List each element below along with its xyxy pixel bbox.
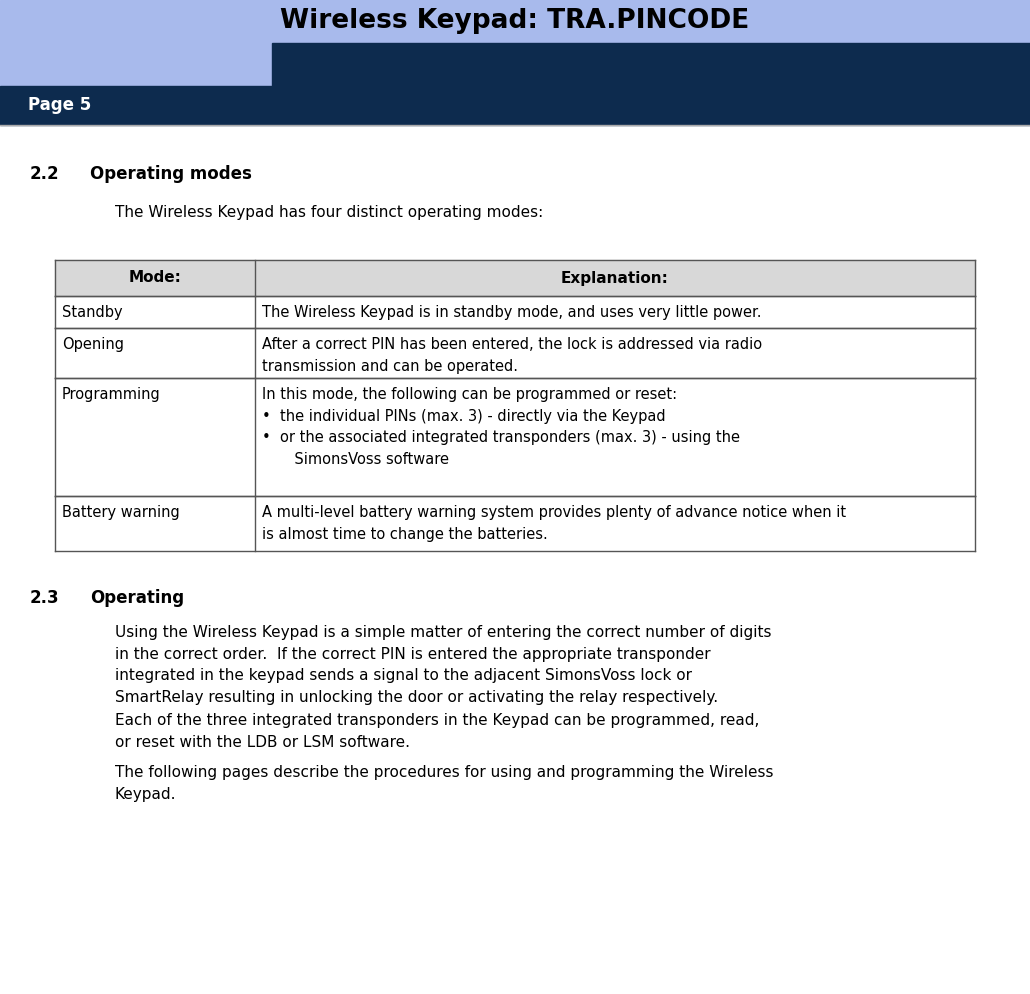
Text: Standby: Standby: [62, 305, 123, 320]
Text: In this mode, the following can be programmed or reset:
•  the individual PINs (: In this mode, the following can be progr…: [262, 387, 740, 467]
Text: 2.3: 2.3: [30, 589, 60, 607]
Text: Operating modes: Operating modes: [90, 165, 252, 183]
Text: Explanation:: Explanation:: [561, 270, 668, 285]
Text: Wireless Keypad: TRA.PINCODE: Wireless Keypad: TRA.PINCODE: [280, 9, 750, 35]
Bar: [55, 296, 975, 328]
Bar: [55, 260, 975, 296]
Text: 2.2: 2.2: [30, 165, 60, 183]
Text: Mode:: Mode:: [129, 270, 181, 285]
Bar: [0, 0, 1030, 43]
Text: Battery warning: Battery warning: [62, 505, 180, 520]
Bar: [55, 328, 975, 378]
Text: Using the Wireless Keypad is a simple matter of entering the correct number of d: Using the Wireless Keypad is a simple ma…: [115, 625, 771, 705]
Bar: [55, 496, 975, 551]
Bar: [272, 43, 1030, 86]
Bar: [0, 43, 272, 86]
Text: The following pages describe the procedures for using and programming the Wirele: The following pages describe the procedu…: [115, 765, 774, 801]
Bar: [55, 378, 975, 496]
Text: After a correct PIN has been entered, the lock is addressed via radio
transmissi: After a correct PIN has been entered, th…: [262, 337, 762, 374]
Text: Operating: Operating: [90, 589, 184, 607]
Text: Programming: Programming: [62, 387, 161, 402]
Text: The Wireless Keypad is in standby mode, and uses very little power.: The Wireless Keypad is in standby mode, …: [262, 305, 761, 320]
Bar: [0, 86, 1030, 125]
Text: The Wireless Keypad has four distinct operating modes:: The Wireless Keypad has four distinct op…: [115, 205, 543, 220]
Text: Opening: Opening: [62, 337, 124, 352]
Text: Page 5: Page 5: [28, 96, 92, 114]
Text: Each of the three integrated transponders in the Keypad can be programmed, read,: Each of the three integrated transponder…: [115, 713, 759, 749]
Text: A multi-level battery warning system provides plenty of advance notice when it
i: A multi-level battery warning system pro…: [262, 505, 846, 542]
